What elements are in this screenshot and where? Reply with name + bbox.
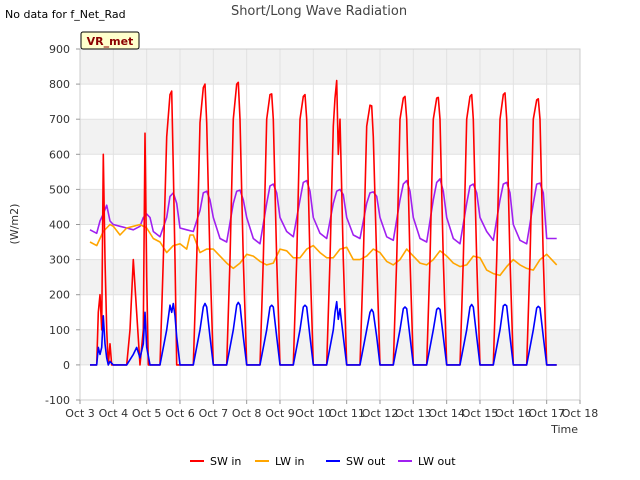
x-tick-label: Oct 7 (199, 407, 229, 420)
plot-band (80, 294, 580, 330)
series-line-sw-out (90, 300, 557, 366)
legend: SW in LW in SW out LW out (190, 455, 456, 468)
plot-band (80, 364, 580, 400)
legend-label: SW in (210, 455, 241, 468)
x-tick-label: Oct 11 (328, 407, 365, 420)
series-lines (89, 79, 558, 366)
x-tick-label: Oct 12 (362, 407, 399, 420)
x-tick-label: Oct 3 (65, 407, 95, 420)
x-tick-label: Oct 18 (562, 407, 599, 420)
vr-met-badge: VR_met (80, 31, 140, 50)
x-axis-label: Time (550, 423, 578, 436)
x-tick-label: Oct 16 (495, 407, 532, 420)
y-tick-label: 600 (49, 148, 70, 161)
y-tick-label: 300 (49, 254, 70, 267)
series-line-lw-in (89, 223, 558, 277)
y-tick-label: 200 (49, 289, 70, 302)
plot-band (80, 84, 580, 120)
y-tick-label: 700 (49, 113, 70, 126)
legend-label: LW out (418, 455, 456, 468)
no-data-note: No data for f_Net_Rad (5, 8, 126, 21)
x-axis: Oct 3 Oct 4 Oct 5 Oct 6 Oct 7 Oct 8 Oct 9 Oct 1… (65, 400, 598, 420)
chart-title: Short/Long Wave Radiation (231, 4, 407, 19)
y-tick-label: 900 (49, 43, 70, 56)
x-tick-label: Oct 9 (265, 407, 295, 420)
y-axis-label: (W/m2) (8, 204, 21, 245)
badge-box (80, 31, 140, 50)
x-tick-label: Oct 8 (232, 407, 262, 420)
y-tick-label: 500 (49, 183, 70, 196)
x-tick-label: Oct 10 (295, 407, 332, 420)
y-tick-label: 100 (49, 324, 70, 337)
legend-label: LW in (275, 455, 305, 468)
plot-band (80, 119, 580, 155)
plot-band (80, 49, 580, 85)
x-tick-label: Oct 6 (165, 407, 195, 420)
y-tick-label: 800 (49, 78, 70, 91)
x-tick-label: Oct 15 (462, 407, 499, 420)
x-tick-label: Oct 14 (428, 407, 465, 420)
y-tick-label: -100 (45, 394, 70, 407)
x-tick-label: Oct 4 (99, 407, 129, 420)
legend-label: SW out (346, 455, 386, 468)
x-tick-label: Oct 17 (528, 407, 565, 420)
y-tick-label: 0 (63, 359, 70, 372)
x-tick-label: Oct 5 (132, 407, 162, 420)
y-tick-label: 400 (49, 219, 70, 232)
x-tick-label: Oct 13 (395, 407, 432, 420)
y-axis: -100 0 100 200 300 400 500 600 700 800 900 (45, 43, 80, 407)
badge-label: VR_met (87, 35, 134, 48)
plot-band (80, 154, 580, 190)
